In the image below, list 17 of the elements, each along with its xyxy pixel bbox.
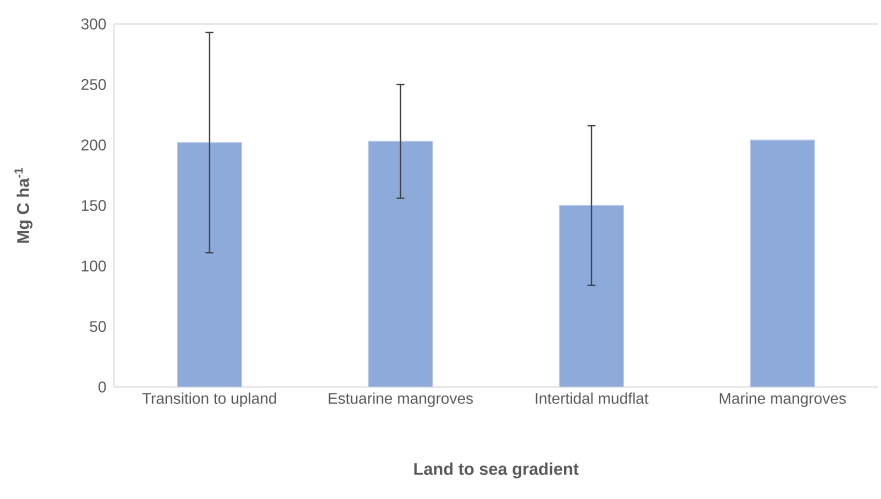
x-tick-label: Marine mangroves [720,392,846,407]
bar [559,205,624,387]
x-tick-label: Transition to upland [142,392,276,407]
x-tick-label: Estuarine mangroves [328,392,473,407]
bar [750,140,815,387]
y-tick-label: 50 [90,321,106,332]
y-tick-label: 250 [81,79,106,90]
bar [177,142,242,387]
x-tick-label: Intertidal mudflat [536,392,648,404]
y-tick-label: 150 [82,200,106,211]
y-tick-label: 0 [98,382,106,392]
y-tick-label: 300 [81,18,106,30]
y-axis-title: Mg C ha$^{-1}$ [14,168,32,243]
y-tick-label: 100 [82,260,106,272]
y-tick-label: 200 [81,140,106,150]
bar [368,140,433,387]
x-axis-title: Land to sea gradient [414,462,579,478]
